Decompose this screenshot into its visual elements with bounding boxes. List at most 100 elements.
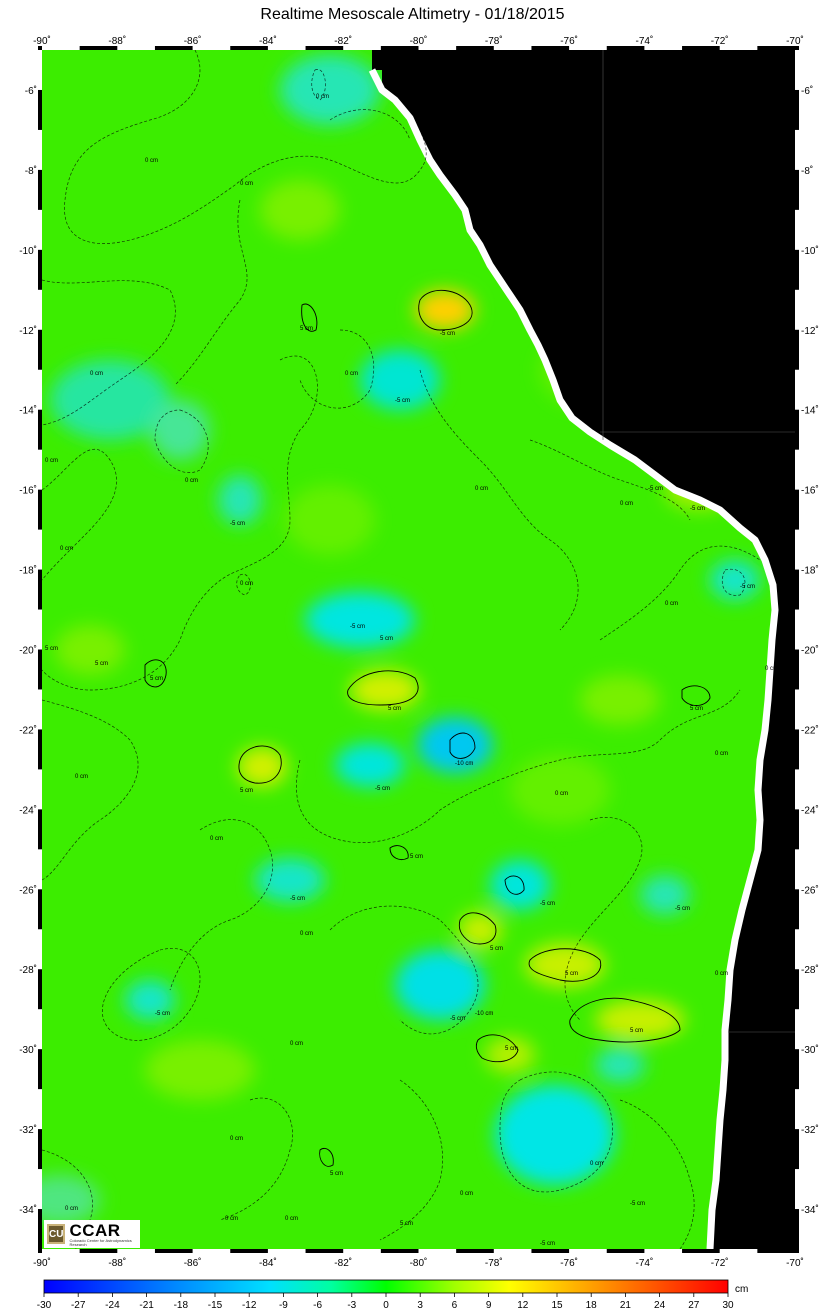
longitude-tick-label: -74˚ <box>636 1257 654 1269</box>
logo-subtitle: Colorado Center for Astrodynamics Resear… <box>69 1237 132 1247</box>
colorbar-tick-label: -3 <box>347 1300 356 1311</box>
latitude-tick-label: -6˚ <box>25 85 37 97</box>
longitude-tick-label: -78˚ <box>485 35 503 47</box>
latitude-tick-label: -10˚ <box>801 245 819 257</box>
contour-label: 5 cm <box>505 1046 518 1052</box>
latitude-labels-right: -6˚ -8˚ -10˚ -12˚ -14˚ -16˚ -18˚ -20˚ -22˚ -24˚ -2… <box>801 85 819 1216</box>
contour-label: -5 cm <box>540 1241 555 1247</box>
longitude-tick-label: -82˚ <box>334 1257 352 1269</box>
colorbar-unit: cm <box>735 1284 749 1295</box>
latitude-tick-label: -14˚ <box>801 405 819 417</box>
contour-label: 0 cm <box>185 478 198 484</box>
longitude-tick-label: -84˚ <box>259 1257 277 1269</box>
colorbar-tick-label: -18 <box>174 1300 189 1311</box>
contour-label: 0 cm <box>285 1216 298 1222</box>
longitude-tick-label: -72˚ <box>711 35 729 47</box>
colorbar-tick-label: 12 <box>517 1300 529 1311</box>
south-america-land <box>372 50 795 1249</box>
contour-label: -5 cm <box>630 1201 645 1207</box>
contour-label: -10 cm <box>475 1011 493 1017</box>
longitude-tick-label: -70˚ <box>786 1257 804 1269</box>
contour-label: -5 cm <box>375 786 390 792</box>
longitude-tick-label: -80˚ <box>410 1257 428 1269</box>
latitude-tick-label: -34˚ <box>801 1204 819 1216</box>
latitude-tick-label: -18˚ <box>801 565 819 577</box>
contour-label: 0 cm <box>210 836 223 842</box>
colorbar-tick-label: -6 <box>313 1300 322 1311</box>
contour-label: 0 cm <box>65 1206 78 1212</box>
contour-label: -5 cm <box>450 1016 465 1022</box>
contour-label: 0 cm <box>665 601 678 607</box>
colorbar-tick-label: 3 <box>417 1300 423 1311</box>
contour-label: 5 cm <box>630 1028 643 1034</box>
latitude-tick-label: -14˚ <box>19 405 37 417</box>
colorbar-ticks: -30 -27 -24 -21 -18 -15 -12 -9 -6 -3 0 3 6 9 12 15 18 21 2… <box>37 1293 734 1311</box>
colorbar-tick-label: -9 <box>279 1300 288 1311</box>
longitude-tick-label: -86˚ <box>184 35 202 47</box>
contour-label: 5 cm <box>410 854 423 860</box>
latitude-tick-label: -30˚ <box>19 1044 37 1056</box>
latitude-tick-label: -28˚ <box>19 964 37 976</box>
contour-label: 0 cm <box>45 458 58 464</box>
contour-label: 5 cm <box>565 971 578 977</box>
contour-label: 0 cm <box>345 371 358 377</box>
contour-label: 5 cm <box>388 706 401 712</box>
ccar-emblem-icon: CU <box>47 1224 66 1244</box>
contour-label: 0 cm <box>620 501 633 507</box>
longitude-labels-top: -90˚ -88˚ -86˚ -84˚ -82˚ -80˚ -78˚ -76˚ -74˚ -72˚… <box>33 35 804 47</box>
contour-label: -5 cm <box>230 521 245 527</box>
longitude-tick-label: -76˚ <box>560 1257 578 1269</box>
latitude-tick-label: -22˚ <box>801 724 819 736</box>
longitude-tick-label: -70˚ <box>786 35 804 47</box>
contour-label: 0 cm <box>240 181 253 187</box>
contour-label: 5 cm <box>400 1221 413 1227</box>
contour-label: -5 cm <box>155 1011 170 1017</box>
contour-label: -5 cm <box>648 486 663 492</box>
contour-label: -5 cm <box>740 584 755 590</box>
solid-contours <box>144 289 711 1167</box>
contour-label: 0 cm <box>60 546 73 552</box>
latitude-tick-label: -12˚ <box>801 325 819 337</box>
colorbar-gradient <box>43 1279 729 1294</box>
colorbar-tick-label: 30 <box>722 1300 734 1311</box>
latitude-tick-label: -16˚ <box>19 485 37 497</box>
contour-label: 5 cm <box>690 706 703 712</box>
latitude-tick-label: -18˚ <box>19 565 37 577</box>
contour-label: -5 cm <box>690 506 705 512</box>
longitude-tick-label: -74˚ <box>636 35 654 47</box>
colorbar: -30 -27 -24 -21 -18 -15 -12 -9 -6 -3 0 3 6 9 12 15 18 21 2… <box>37 1279 734 1311</box>
latitude-tick-label: -32˚ <box>19 1124 37 1136</box>
contour-label: -5 cm <box>675 906 690 912</box>
latitude-tick-label: -30˚ <box>801 1044 819 1056</box>
colorbar-tick-label: 15 <box>551 1300 563 1311</box>
latitude-tick-label: -8˚ <box>25 165 37 177</box>
latitude-tick-label: -28˚ <box>801 964 819 976</box>
contour-label: 5 cm <box>300 326 313 332</box>
colorbar-tick-label: 24 <box>654 1300 666 1311</box>
longitude-labels-bottom: -90˚ -88˚ -86˚ -84˚ -82˚ -80˚ -78˚ -76˚ -74˚ -72˚… <box>33 1257 804 1269</box>
contour-label: 5 cm <box>490 946 503 952</box>
colorbar-tick-label: -15 <box>208 1300 223 1311</box>
contour-label: 0 cm <box>316 94 329 100</box>
colorbar-tick-label: 18 <box>586 1300 598 1311</box>
latitude-tick-label: -6˚ <box>801 85 813 97</box>
latitude-tick-label: -10˚ <box>19 245 37 257</box>
colorbar-tick-label: -24 <box>105 1300 120 1311</box>
colorbar-tick-label: -27 <box>71 1300 86 1311</box>
latitude-tick-label: -22˚ <box>19 724 37 736</box>
contour-label: 0 cm <box>555 791 568 797</box>
latitude-tick-label: -20˚ <box>19 645 37 657</box>
contour-label: -5 cm <box>350 624 365 630</box>
colorbar-tick-label: -12 <box>242 1300 257 1311</box>
contour-label: 5 cm <box>380 636 393 642</box>
contour-label: -5 cm <box>540 901 555 907</box>
frame-ticks <box>38 46 799 1253</box>
latitude-tick-label: -32˚ <box>801 1124 819 1136</box>
contour-label: 0 cm <box>75 774 88 780</box>
contour-label: -5 cm <box>440 331 455 337</box>
latitude-tick-label: -24˚ <box>19 804 37 816</box>
colorbar-tick-label: 27 <box>688 1300 700 1311</box>
colorbar-tick-label: -21 <box>139 1300 154 1311</box>
contour-label: 5 cm <box>330 1171 343 1177</box>
